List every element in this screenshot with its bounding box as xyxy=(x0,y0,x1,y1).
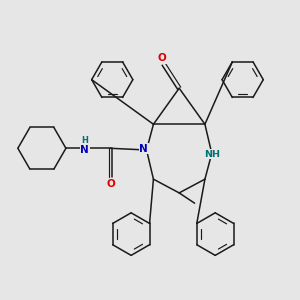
Text: NH: NH xyxy=(205,150,220,159)
Text: N: N xyxy=(140,144,148,154)
Text: H: H xyxy=(81,136,88,145)
Text: N: N xyxy=(80,145,89,155)
Text: O: O xyxy=(106,178,115,189)
Text: O: O xyxy=(158,53,166,63)
